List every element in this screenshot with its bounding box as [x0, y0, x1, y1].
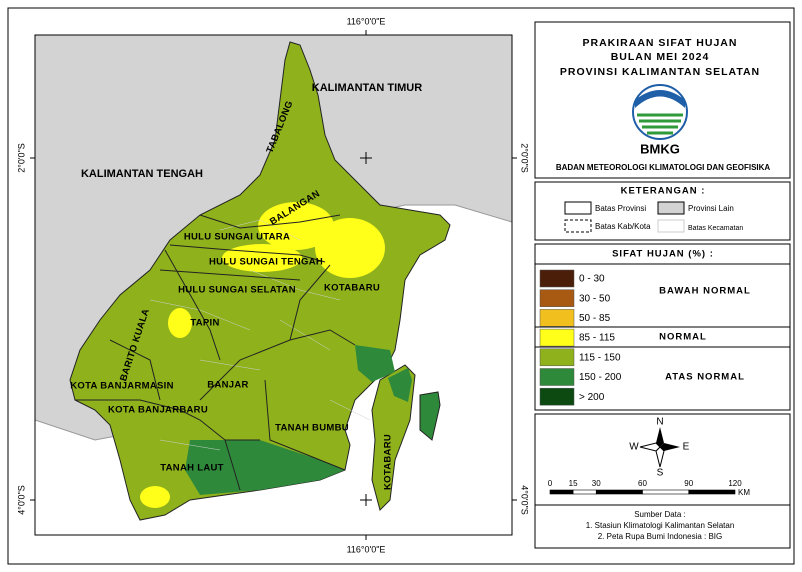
- district-label: HULU SUNGAI UTARA: [184, 232, 290, 243]
- scale-segment: [572, 489, 597, 495]
- scale-segment: [549, 489, 574, 495]
- grid-label: 4°0'0"S: [520, 485, 530, 515]
- title-line: PROVINSI KALIMANTAN SELATAN: [560, 66, 760, 78]
- grid-label: 2°0'0"S: [16, 143, 26, 173]
- class-swatch: [539, 289, 575, 307]
- scale-segment: [642, 489, 690, 495]
- compass-label: W: [629, 442, 639, 453]
- rain-legend: SIFAT HUJAN (%) : BAWAH NORMAL NORMAL AT…: [534, 243, 791, 411]
- title-box: PRAKIRAAN SIFAT HUJAN BULAN MEI 2024 PRO…: [534, 21, 791, 179]
- class-swatch: [539, 387, 575, 406]
- legend-label: Batas Kab/Kota: [595, 222, 651, 231]
- legend-label: Batas Kecamatan: [688, 225, 743, 232]
- zone: [388, 368, 412, 402]
- source-title: Sumber Data :: [634, 510, 686, 519]
- compass-arrow: [660, 443, 680, 451]
- class-swatch: [539, 309, 575, 327]
- map: KALIMANTAN TIMUR KALIMANTAN TENGAH TABAL…: [16, 16, 529, 554]
- grid-label: 4°0'0"S: [16, 485, 26, 515]
- panel: [534, 504, 791, 549]
- compass-arrow: [656, 427, 664, 447]
- class-label: 0 - 30: [579, 274, 605, 285]
- island: [371, 364, 416, 511]
- scale-tick-label: 120: [728, 479, 742, 488]
- scale-tick-label: 15: [569, 479, 578, 488]
- graticule-ticks: [30, 30, 517, 540]
- district-label: TANAH BUMBU: [275, 423, 349, 434]
- region-label: KALIMANTAN TIMUR: [312, 82, 422, 94]
- rain-legend-title: SIFAT HUJAN (%) :: [612, 249, 714, 260]
- island: [419, 391, 441, 441]
- group-label: NORMAL: [659, 332, 707, 343]
- compass-label: E: [683, 442, 690, 453]
- class-swatch: [539, 328, 575, 347]
- agency: BADAN METEOROLOGI KLIMATOLOGI DAN GEOFIS…: [556, 163, 771, 172]
- graticule-cross: [360, 152, 372, 506]
- grid-label: 116°0'0"E: [347, 544, 386, 554]
- group-label: ATAS NORMAL: [665, 372, 745, 383]
- district-label: TAPIN: [190, 318, 219, 329]
- grid-label: 116°0'0"E: [347, 16, 386, 26]
- legend-label: Provinsi Lain: [688, 204, 734, 213]
- region-label: KALIMANTAN TENGAH: [81, 168, 203, 180]
- class-label: > 200: [579, 392, 605, 403]
- scale-unit: KM: [738, 488, 750, 497]
- scale-segment: [595, 489, 643, 495]
- legend-title: KETERANGAN :: [621, 186, 706, 197]
- zone: [258, 202, 334, 250]
- zone: [315, 218, 385, 278]
- compass-label: S: [657, 468, 664, 479]
- district-label: TANAH LAUT: [160, 463, 224, 474]
- subdistrict-lines: [149, 219, 371, 451]
- scale-segment: [688, 489, 736, 495]
- district-label: KOTA BANJARMASIN: [70, 381, 174, 392]
- district-label: HULU SUNGAI TENGAH: [209, 257, 323, 268]
- class-swatch: [539, 368, 575, 386]
- district-boundaries: [75, 214, 356, 491]
- class-swatch: [539, 348, 575, 367]
- legend-label: Batas Provinsi: [595, 204, 646, 213]
- class-label: 30 - 50: [579, 293, 611, 304]
- outer-frame: [7, 7, 795, 565]
- legend-swatch: [657, 201, 685, 215]
- class-label: 50 - 85: [579, 313, 611, 324]
- source-line: 1. Stasiun Klimatologi Kalimantan Selata…: [586, 521, 735, 530]
- district-label: KOTA BANJARBARU: [108, 405, 208, 416]
- zone: [355, 345, 395, 382]
- zone: [140, 486, 170, 508]
- class-label: 85 - 115: [579, 333, 615, 344]
- class-swatch: [539, 269, 575, 288]
- grid-label: 2°0'0"S: [520, 143, 530, 173]
- district-label: HULU SUNGAI SELATAN: [178, 285, 296, 296]
- legend-box: KETERANGAN : Batas Provinsi Provinsi Lai…: [534, 181, 791, 241]
- source-line: 2. Peta Rupa Bumi Indonesia : BIG: [598, 532, 723, 541]
- scale-tick-label: 30: [592, 479, 601, 488]
- scale-tick-label: 60: [638, 479, 647, 488]
- legend-swatch: [564, 219, 592, 233]
- logo-part: [637, 113, 683, 135]
- district-label: KOTABARU: [324, 283, 380, 294]
- logo-text: BMKG: [640, 141, 680, 156]
- zone: [185, 440, 345, 495]
- group-label: BAWAH NORMAL: [659, 286, 751, 297]
- district-label: BANJAR: [207, 380, 248, 391]
- scale-tick-label: 0: [548, 479, 553, 488]
- region-labels: KALIMANTAN TIMUR KALIMANTAN TENGAH: [81, 82, 422, 180]
- source-box: Sumber Data : 1. Stasiun Klimatologi Kal…: [534, 504, 791, 549]
- scale-tick-label: 90: [684, 479, 693, 488]
- title-line: PRAKIRAAN SIFAT HUJAN: [583, 37, 738, 49]
- legend-swatch: [564, 201, 592, 215]
- zone: [168, 308, 192, 338]
- compass-box: N S W E KM 0 15 30 60 90 120: [534, 413, 791, 506]
- title-line: BULAN MEI 2024: [611, 51, 710, 63]
- logo-part: [635, 90, 685, 108]
- map-frame: [34, 34, 513, 536]
- compass-label: N: [656, 417, 663, 428]
- class-label: 115 - 150: [579, 352, 621, 363]
- class-label: 150 - 200: [579, 372, 622, 383]
- district-label: KOTABARU: [383, 434, 394, 490]
- legend-swatch: [657, 219, 685, 233]
